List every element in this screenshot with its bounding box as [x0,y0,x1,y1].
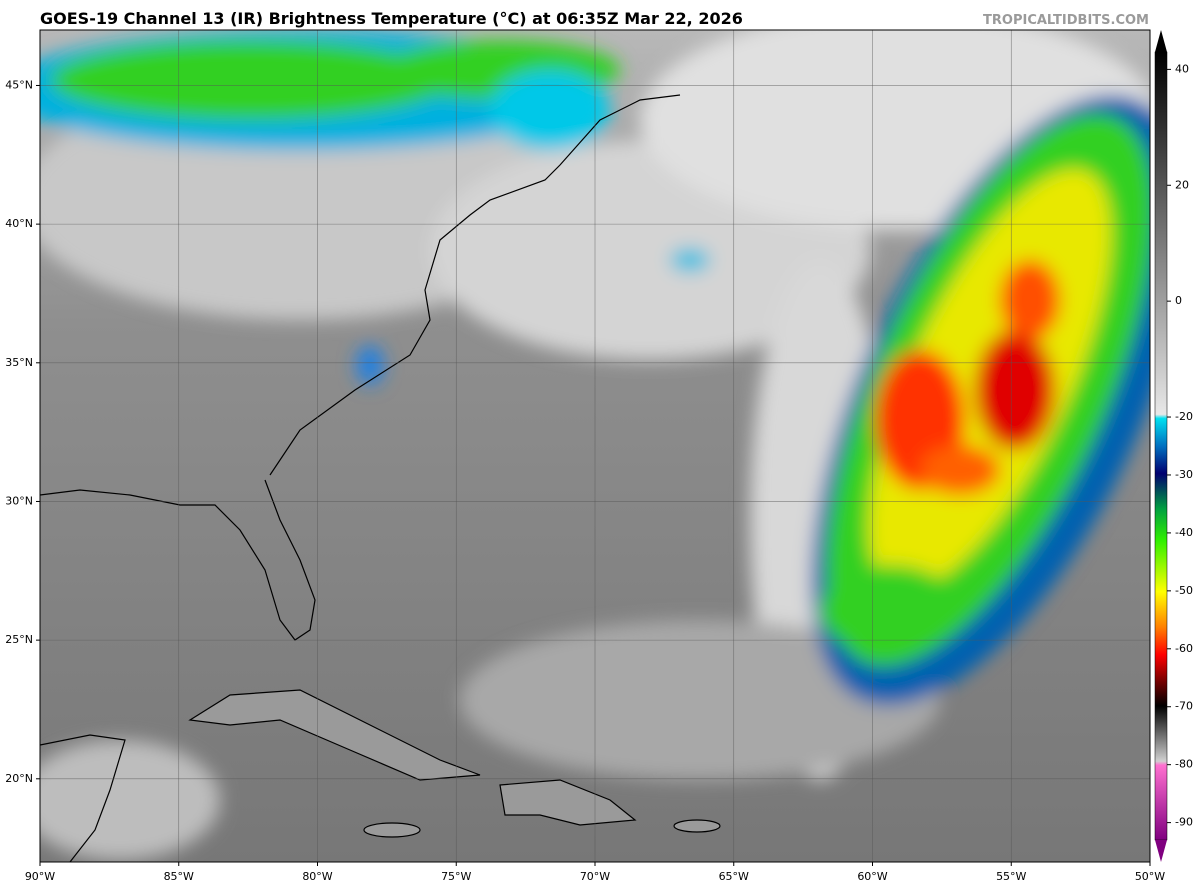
island [673,819,721,833]
x-tick-label: 80°W [302,870,332,883]
colorbar-tick-label: 40 [1175,62,1189,75]
island [363,822,421,838]
x-tick-label: 55°W [996,870,1026,883]
x-tick-label: 65°W [719,870,749,883]
map [40,30,1150,862]
x-tick-label: 75°W [441,870,471,883]
island [499,779,637,826]
colorbar-tick-label: -80 [1175,758,1193,771]
colorbar-tick-label: -20 [1175,410,1193,423]
graticule [40,30,1150,862]
colorbar-scale [1154,51,1168,841]
colorbar-tick-label: 20 [1175,178,1189,191]
cloud-field [40,30,1150,860]
island [188,689,481,781]
coastline [40,734,126,862]
colorbar-tick-label: -70 [1175,700,1193,713]
x-tick-label: 50°W [1135,870,1165,883]
y-tick-label: 35°N [5,356,33,369]
y-tick-label: 30°N [5,494,33,507]
y-tick-label: 40°N [5,217,33,230]
colorbar-tick-label: -60 [1175,642,1193,655]
coastline [40,479,316,641]
colorbar-extend-bottom [1155,840,1167,862]
colorbar-tick-label: -40 [1175,526,1193,539]
colorbar-extend-top [1155,30,1167,52]
x-tick-label: 60°W [857,870,887,883]
colorbar-tick-label: -50 [1175,584,1193,597]
colorbar-tick-label: -90 [1175,816,1193,829]
title: GOES-19 Channel 13 (IR) Brightness Tempe… [40,9,743,28]
coastlines [40,94,721,862]
x-tick-label: 70°W [580,870,610,883]
coastline [269,94,681,476]
x-tick-label: 85°W [164,870,194,883]
y-tick-label: 25°N [5,633,33,646]
colorbar-tick-label: -30 [1175,468,1193,481]
y-tick-label: 45°N [5,78,33,91]
colorbar-tick-label: 0 [1175,294,1182,307]
credit: TROPICALTIDBITS.COM [983,13,1149,28]
colorbar [1154,30,1168,862]
x-tick-label: 90°W [25,870,55,883]
y-tick-label: 20°N [5,772,33,785]
